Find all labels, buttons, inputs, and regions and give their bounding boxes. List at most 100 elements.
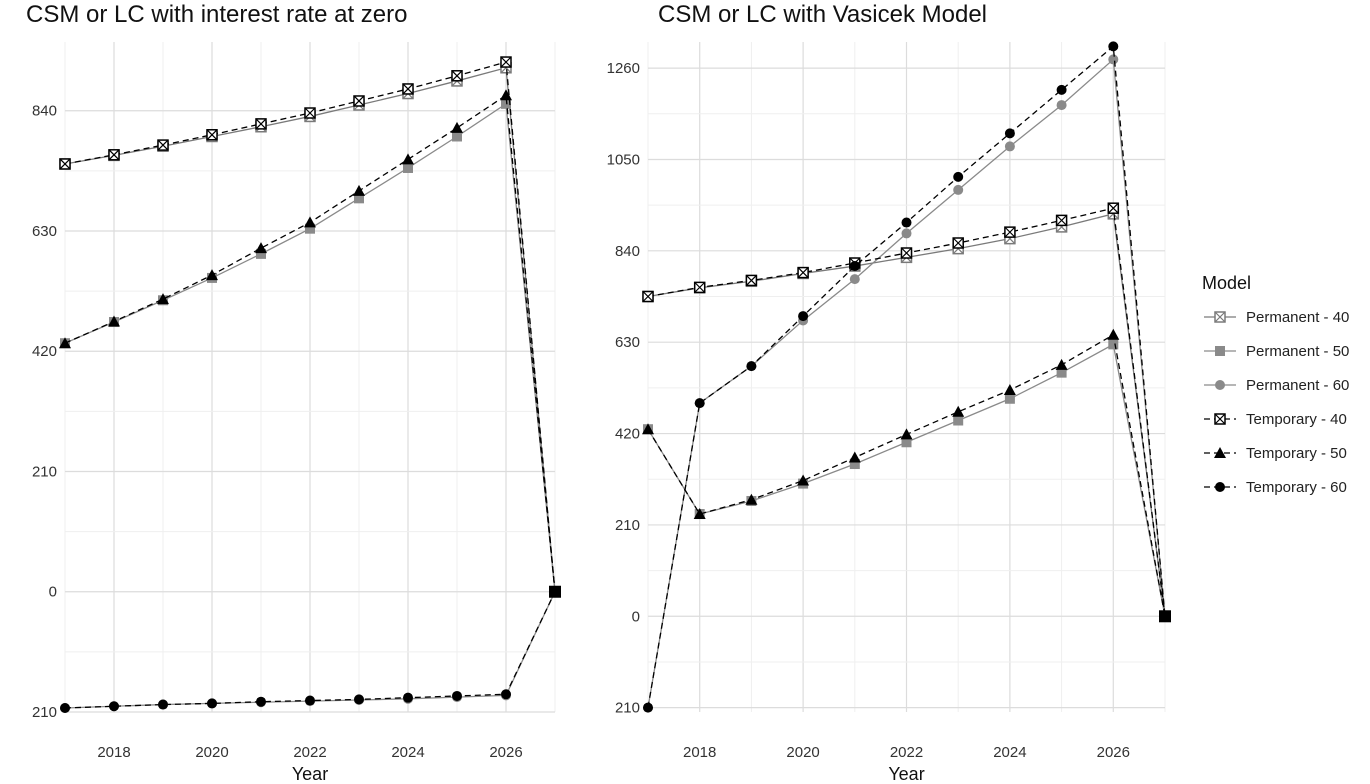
x-tick-label: 2018 bbox=[683, 744, 716, 761]
data-point bbox=[60, 702, 70, 713]
data-point bbox=[745, 274, 758, 287]
data-point bbox=[953, 184, 964, 195]
legend-label: Temporary - 50 bbox=[1246, 445, 1347, 462]
legend-marker bbox=[1215, 380, 1225, 390]
data-point bbox=[1056, 84, 1067, 95]
data-point bbox=[402, 153, 414, 165]
data-point bbox=[1108, 339, 1119, 350]
data-point bbox=[953, 415, 964, 426]
panel-left-grid bbox=[64, 42, 556, 713]
y-tick-label: 210 bbox=[615, 517, 640, 534]
data-point bbox=[108, 149, 120, 161]
data-point bbox=[501, 98, 511, 109]
data-point bbox=[500, 89, 512, 101]
data-point bbox=[901, 228, 912, 239]
data-point bbox=[403, 162, 413, 173]
series-permanent-40 bbox=[59, 62, 556, 592]
data-point bbox=[206, 269, 218, 281]
legend-marker bbox=[1214, 311, 1226, 323]
y-tick-label: 0 bbox=[49, 584, 57, 601]
x-tick-label: 2024 bbox=[993, 744, 1026, 761]
data-point bbox=[402, 83, 414, 95]
panel-right: CSM or LC with Vasicek Model 210 0 210 420 6… bbox=[607, 1, 1171, 784]
panel-right-x-ticks: 2018 2020 2022 2024 2026 bbox=[683, 744, 1130, 761]
x-tick-label: 2022 bbox=[890, 744, 923, 761]
x-tick-label: 2020 bbox=[786, 744, 819, 761]
data-point bbox=[304, 107, 316, 119]
data-point bbox=[746, 361, 757, 372]
series-temporary-50 bbox=[642, 328, 1166, 617]
legend-entry: Temporary - 60 bbox=[1204, 479, 1347, 496]
y-tick-label: 1050 bbox=[607, 151, 640, 168]
y-tick-label: 420 bbox=[32, 343, 57, 360]
data-point bbox=[745, 493, 758, 505]
end-point-marker bbox=[549, 585, 561, 598]
legend-label: Permanent - 40 bbox=[1246, 309, 1349, 326]
data-point bbox=[353, 95, 365, 107]
data-point bbox=[1055, 214, 1068, 227]
x-tick-label: 2026 bbox=[489, 744, 522, 761]
legend: Model Permanent - 40 Permanent - 50 Perman… bbox=[1202, 273, 1349, 496]
data-point bbox=[354, 694, 364, 705]
panel-right-series bbox=[642, 41, 1171, 713]
data-point bbox=[900, 247, 913, 259]
series-temporary-40 bbox=[59, 56, 556, 592]
data-point bbox=[500, 56, 512, 68]
data-point bbox=[797, 474, 810, 486]
data-point bbox=[256, 696, 266, 707]
legend-entry: Permanent - 60 bbox=[1204, 377, 1349, 394]
legend-label: Permanent - 50 bbox=[1246, 343, 1349, 360]
data-point bbox=[255, 242, 267, 254]
x-tick-label: 2024 bbox=[391, 744, 424, 761]
x-tick-label: 2018 bbox=[97, 744, 130, 761]
data-point bbox=[157, 139, 169, 151]
data-point bbox=[451, 121, 463, 133]
legend-label: Temporary - 40 bbox=[1246, 411, 1347, 428]
data-point bbox=[1108, 41, 1119, 52]
data-point bbox=[953, 171, 964, 182]
data-point bbox=[59, 158, 71, 170]
data-point bbox=[1003, 384, 1016, 396]
panel-right-grid bbox=[647, 42, 1166, 712]
series-temporary-60 bbox=[60, 591, 556, 713]
data-point bbox=[1004, 141, 1015, 152]
legend-entry: Permanent - 50 bbox=[1204, 343, 1349, 360]
data-point bbox=[1107, 328, 1120, 340]
data-point bbox=[108, 315, 120, 327]
legend-marker bbox=[1215, 482, 1225, 492]
data-point bbox=[798, 311, 809, 322]
y-tick-label: 630 bbox=[32, 223, 57, 240]
data-point bbox=[1056, 367, 1067, 378]
data-point bbox=[1004, 226, 1016, 238]
data-point bbox=[1004, 128, 1015, 139]
data-point bbox=[1055, 358, 1068, 370]
data-point bbox=[206, 129, 218, 141]
data-point bbox=[848, 451, 861, 463]
data-point bbox=[304, 216, 316, 228]
x-tick-label: 2022 bbox=[293, 744, 326, 761]
legend-title: Model bbox=[1202, 273, 1251, 293]
data-point bbox=[255, 118, 267, 130]
data-point bbox=[256, 248, 266, 259]
data-point bbox=[901, 217, 912, 228]
data-point bbox=[901, 437, 912, 448]
panel-left: CSM or LC with interest rate at zero 210… bbox=[26, 1, 561, 784]
data-point bbox=[952, 237, 964, 249]
series-temporary-60 bbox=[643, 41, 1166, 713]
data-point bbox=[1108, 54, 1119, 65]
data-point bbox=[1107, 202, 1120, 214]
panel-right-title: CSM or LC with Vasicek Model bbox=[658, 1, 987, 28]
end-point-marker bbox=[1159, 610, 1171, 623]
data-point bbox=[109, 701, 119, 712]
series-permanent-60 bbox=[643, 54, 1166, 713]
data-point bbox=[642, 423, 654, 435]
series-temporary-40 bbox=[642, 202, 1166, 617]
data-point bbox=[849, 274, 860, 285]
y-tick-label: 0 bbox=[632, 608, 640, 625]
data-point bbox=[207, 698, 217, 709]
data-point bbox=[642, 290, 654, 303]
data-point bbox=[158, 699, 168, 710]
legend-marker bbox=[1214, 413, 1226, 425]
data-point bbox=[643, 702, 653, 713]
